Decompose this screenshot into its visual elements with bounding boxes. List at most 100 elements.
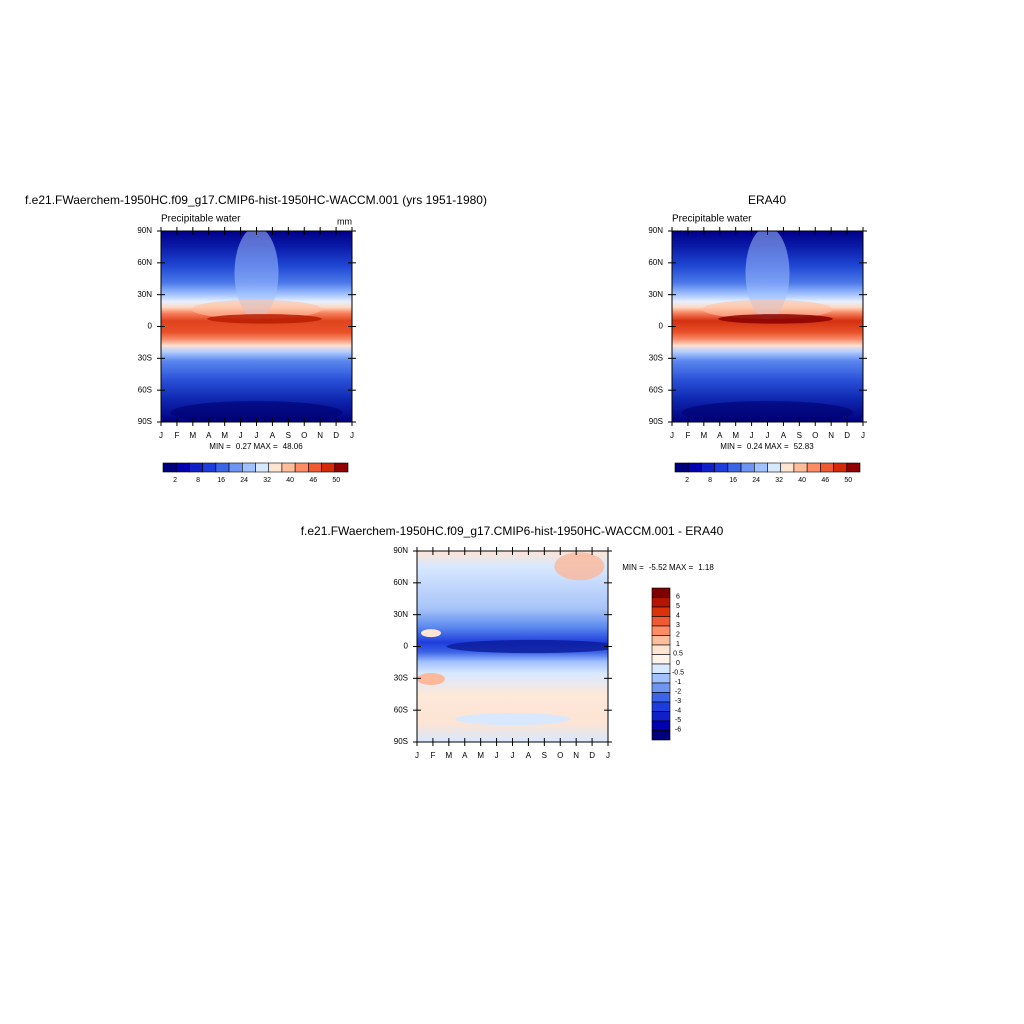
colorbar-box [651, 663, 671, 674]
panel: f.e21.FWaerchem-1950HC.f09_g17.CMIP6-his… [25, 193, 487, 484]
panel: ERA40 Precipitable water 90N 60N 30N 0 30S 60S 9… [648, 193, 867, 484]
colorbar-label: 40 [798, 477, 806, 484]
min-max: MIN = -5.52 MAX = 1.18 [622, 563, 714, 572]
colorbar-box [651, 720, 671, 731]
colorbar-box [651, 673, 671, 684]
colorbar-label: 16 [729, 477, 737, 484]
x-tick-label: J [766, 431, 770, 440]
x-tick-label: N [317, 431, 323, 440]
colorbar-box [714, 462, 729, 473]
max: 1.18 [698, 563, 714, 572]
contour-fill [421, 629, 441, 638]
colorbar-box [651, 597, 671, 608]
colorbar-label: 50 [844, 477, 852, 484]
y-tick-label: 30N [137, 290, 152, 299]
min: -5.52 [649, 563, 668, 572]
contour-fill [446, 639, 608, 654]
contour-fill [718, 314, 833, 324]
y-tick-label: 90N [648, 226, 663, 235]
colorbar-box [241, 462, 256, 473]
x-tick-label: J [750, 431, 754, 440]
colorbar-label: 24 [240, 477, 248, 484]
colorbar-label: 5 [676, 603, 680, 610]
y-tick-label: 30N [648, 290, 663, 299]
colorbar-box [846, 462, 861, 473]
y-tick-label: 30S [394, 673, 408, 682]
colorbar-box [268, 462, 283, 473]
y-tick-label: 60S [394, 705, 408, 714]
x-tick-label: S [797, 431, 802, 440]
colorbar-label: 8 [708, 477, 712, 484]
x-tick-label: O [812, 431, 818, 440]
contour-fill [455, 713, 570, 726]
contour-fill [417, 672, 445, 685]
y-tick-label: 0 [148, 322, 153, 331]
contour-fill [745, 231, 790, 319]
colorbar-box [215, 462, 230, 473]
colorbar-box [727, 462, 742, 473]
contour-fill [702, 299, 833, 319]
colorbar-box [651, 692, 671, 703]
colorbar-box [162, 462, 177, 473]
colorbar-box [780, 462, 795, 473]
x-tick-label: M [477, 751, 484, 760]
y-tick-label: 30N [393, 610, 408, 619]
colorbar-box [651, 606, 671, 617]
x-tick-label: A [781, 431, 787, 440]
x-tick-label: M [732, 431, 739, 440]
colorbar-label: 2 [685, 477, 689, 484]
x-tick-label: N [573, 751, 579, 760]
contour-fill [170, 400, 343, 422]
colorbar-box [189, 462, 203, 473]
colorbar-box [651, 625, 671, 636]
colorbar-box [651, 644, 671, 655]
colorbar-label: -1 [675, 679, 681, 686]
y-tick-label: 90S [649, 417, 663, 426]
colorbar-box [833, 462, 848, 473]
colorbar-box [294, 462, 309, 473]
x-tick-label: J [861, 431, 865, 440]
colorbar-box [228, 462, 243, 473]
y-tick-label: 90N [137, 226, 152, 235]
y-tick-label: 90S [138, 417, 152, 426]
x-tick-label: A [526, 751, 532, 760]
x-tick-label: M [189, 431, 196, 440]
colorbar-box [175, 462, 190, 473]
colorbar-box [651, 701, 671, 712]
colorbar-box [281, 462, 296, 473]
contour-fill [191, 299, 322, 319]
colorbar-label: 46 [821, 477, 829, 484]
colorbar-box [321, 462, 336, 473]
colorbar-label: 2 [676, 631, 680, 638]
x-tick-label: A [270, 431, 276, 440]
colorbar-box [793, 462, 808, 473]
contour-fill [207, 314, 322, 324]
colorbar-label: 16 [217, 477, 225, 484]
contour-fill [681, 400, 854, 422]
colorbar-label: 3 [676, 622, 680, 629]
min-max: MIN = 0.24 MAX = 52.83 [720, 442, 814, 451]
contour-fill [554, 552, 605, 581]
colorbar-label: 24 [752, 477, 760, 484]
colorbar-label: 0.5 [673, 650, 683, 657]
colorbar-box [334, 462, 349, 473]
colorbar-label: 32 [263, 477, 271, 484]
x-tick-label: D [589, 751, 595, 760]
colorbar-box [740, 462, 755, 473]
colorbar-box [767, 462, 782, 473]
colorbar-box [651, 730, 671, 741]
x-tick-label: D [333, 431, 339, 440]
contour-field [161, 231, 352, 422]
x-tick-label: S [286, 431, 291, 440]
colorbar-box [687, 462, 702, 473]
y-tick-label: 30S [649, 353, 663, 362]
colorbar-label: 40 [286, 477, 294, 484]
y-tick-label: 90N [393, 546, 408, 555]
panel-title: f.e21.FWaerchem-1950HC.f09_g17.CMIP6-his… [301, 524, 724, 538]
max: 52.83 [794, 442, 815, 451]
x-tick-label: F [430, 751, 435, 760]
x-tick-label: J [511, 751, 515, 760]
x-tick-label: S [542, 751, 547, 760]
panel: f.e21.FWaerchem-1950HC.f09_g17.CMIP6-his… [301, 524, 724, 760]
y-tick-label: 0 [404, 642, 409, 651]
